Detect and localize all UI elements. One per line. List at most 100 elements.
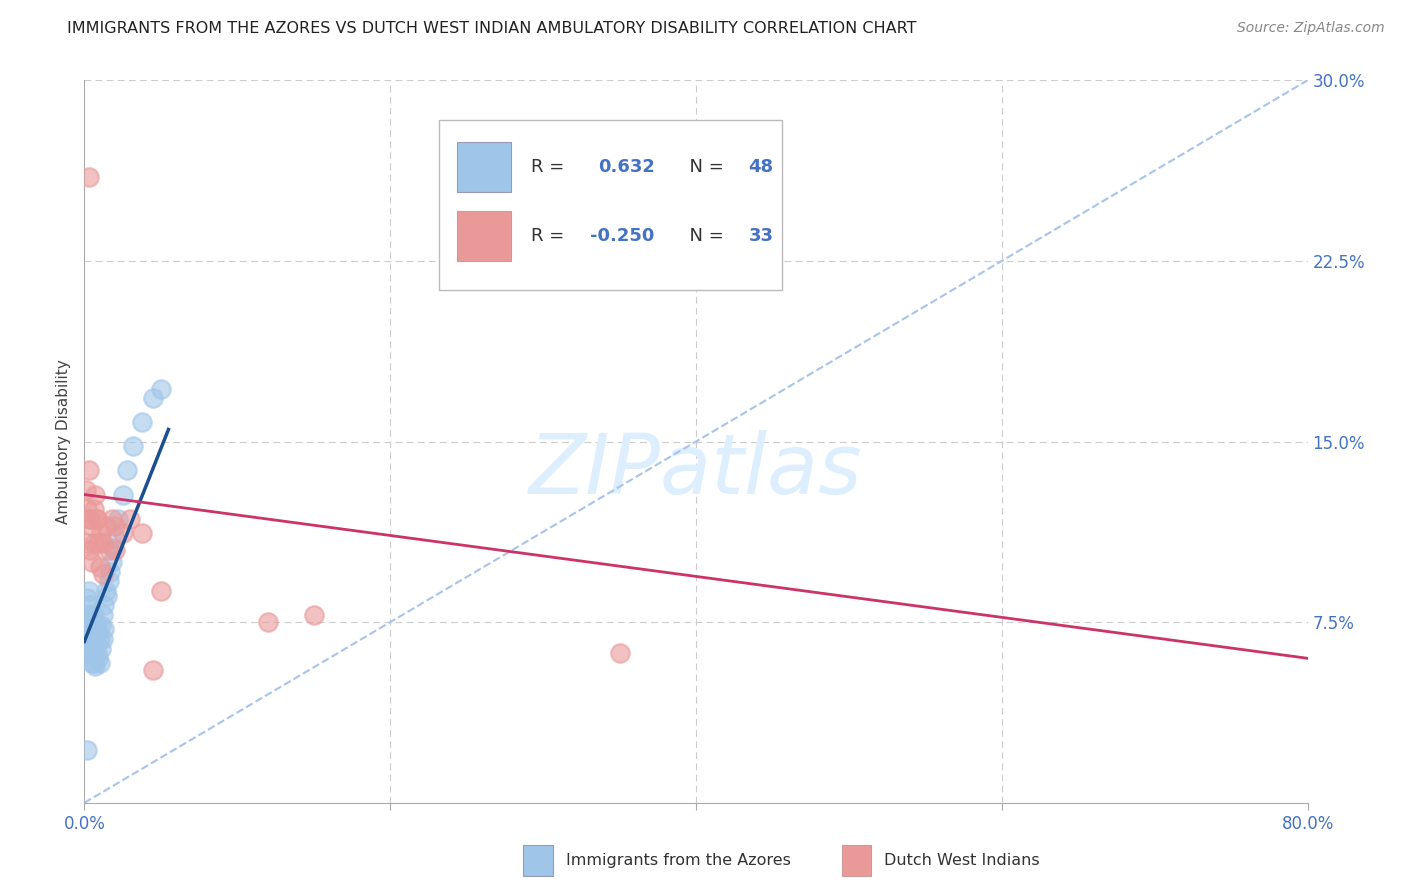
Point <box>80 627 103 641</box>
Text: N =: N = <box>678 227 730 244</box>
Point <box>97 542 120 557</box>
Point <box>76 535 98 549</box>
Point <box>120 511 142 525</box>
Point <box>257 615 280 630</box>
Point <box>131 526 153 541</box>
Point <box>89 632 111 646</box>
Point <box>77 169 100 184</box>
Point <box>131 415 153 429</box>
Point <box>86 511 108 525</box>
Point <box>86 623 108 637</box>
FancyBboxPatch shape <box>457 142 512 192</box>
Point <box>115 463 138 477</box>
Point <box>101 555 124 569</box>
Point <box>83 656 105 670</box>
Point <box>91 535 114 549</box>
Point <box>75 607 97 622</box>
Point <box>149 382 172 396</box>
Point <box>76 591 98 605</box>
FancyBboxPatch shape <box>457 211 512 260</box>
Point <box>76 502 98 516</box>
Point <box>83 502 105 516</box>
Point <box>90 617 112 632</box>
Point <box>89 559 111 574</box>
Point <box>87 651 110 665</box>
Text: ZIPatlas: ZIPatlas <box>529 430 863 511</box>
Point <box>84 487 107 501</box>
Point <box>79 623 101 637</box>
Point <box>96 589 118 603</box>
Text: R =: R = <box>531 227 569 244</box>
Point <box>84 615 107 630</box>
Point <box>76 615 98 630</box>
Point <box>77 511 100 525</box>
Point <box>94 583 117 598</box>
Point <box>84 639 107 653</box>
Point <box>89 656 111 670</box>
Point <box>77 583 100 598</box>
Point <box>104 542 127 557</box>
Point <box>93 623 115 637</box>
Point <box>84 658 107 673</box>
Point <box>75 483 97 497</box>
Point <box>103 541 125 555</box>
Point <box>76 743 98 757</box>
Point <box>76 639 98 653</box>
Point <box>104 518 127 533</box>
Point <box>107 511 129 525</box>
Point <box>86 511 108 525</box>
Text: N =: N = <box>678 158 730 176</box>
Point <box>122 439 145 453</box>
Point <box>83 607 105 622</box>
Text: 0.632: 0.632 <box>598 158 655 176</box>
Point <box>90 641 112 656</box>
Point <box>91 607 114 622</box>
Point <box>80 555 103 569</box>
Text: Source: ZipAtlas.com: Source: ZipAtlas.com <box>1237 21 1385 36</box>
Text: 48: 48 <box>748 158 773 176</box>
Point <box>79 647 101 661</box>
Point <box>87 627 110 641</box>
Point <box>93 599 115 613</box>
Point <box>80 613 103 627</box>
Point <box>86 647 108 661</box>
Point <box>111 526 134 541</box>
Text: 33: 33 <box>748 227 773 244</box>
Point <box>80 656 103 670</box>
Point <box>75 632 97 646</box>
Text: IMMIGRANTS FROM THE AZORES VS DUTCH WEST INDIAN AMBULATORY DISABILITY CORRELATIO: IMMIGRANTS FROM THE AZORES VS DUTCH WEST… <box>67 21 917 37</box>
Point <box>80 647 103 661</box>
FancyBboxPatch shape <box>523 846 553 876</box>
Point <box>77 632 100 646</box>
Point <box>302 607 325 622</box>
Y-axis label: Ambulatory Disability: Ambulatory Disability <box>56 359 72 524</box>
Point <box>101 511 124 525</box>
Point <box>79 599 101 613</box>
FancyBboxPatch shape <box>439 120 782 290</box>
Point <box>91 567 114 582</box>
Text: Immigrants from the Azores: Immigrants from the Azores <box>567 853 792 868</box>
Point <box>80 518 103 533</box>
Text: Dutch West Indians: Dutch West Indians <box>884 853 1040 868</box>
Text: -0.250: -0.250 <box>589 227 654 244</box>
Point <box>97 574 120 589</box>
Point <box>77 463 100 477</box>
Point <box>94 518 117 533</box>
Point <box>104 531 127 545</box>
FancyBboxPatch shape <box>842 846 870 876</box>
Point <box>90 526 112 541</box>
Point <box>149 583 172 598</box>
Text: R =: R = <box>531 158 575 176</box>
Point <box>79 542 101 557</box>
Point <box>609 647 631 661</box>
Point <box>83 535 105 549</box>
Point <box>142 391 165 405</box>
Point <box>77 607 100 622</box>
Point <box>111 487 134 501</box>
Point <box>79 511 101 525</box>
Point <box>83 632 105 646</box>
Point <box>142 664 165 678</box>
Point <box>98 565 121 579</box>
Point <box>91 632 114 646</box>
Point <box>87 535 110 549</box>
